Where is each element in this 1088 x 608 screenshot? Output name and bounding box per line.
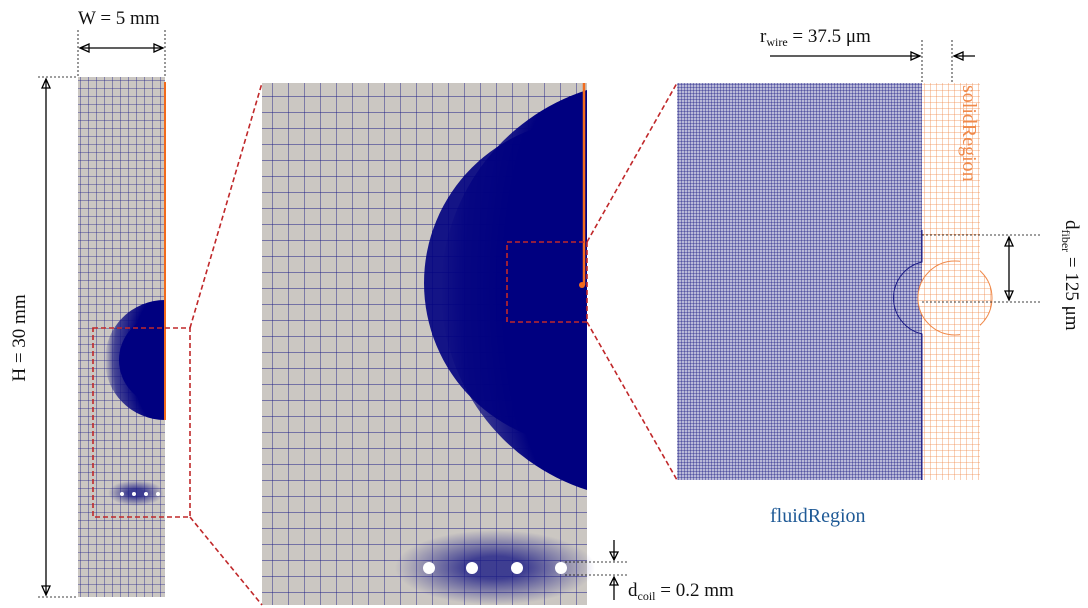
d-fiber-label: dfiber = 125 μm (1059, 220, 1082, 331)
value: = 0.2 mm (656, 580, 734, 601)
subscript: coil (638, 589, 657, 603)
value: = 125 μm (1061, 252, 1082, 331)
subscript: wire (766, 35, 787, 49)
zoom-panel (262, 83, 595, 605)
symbol: d (1061, 220, 1082, 230)
solid-region-label: solidRegion (958, 85, 980, 182)
fluid-region-label: fluidRegion (770, 505, 866, 527)
d-coil-label: dcoil = 0.2 mm (628, 580, 734, 603)
subscript: fiber (1059, 230, 1073, 253)
mesh-figure: W = 5 mm H = 30 mm rwire = 37.5 μm solid… (0, 0, 1088, 608)
detail-panel (677, 83, 992, 480)
full-domain (78, 77, 190, 597)
height-label: H = 30 mm (9, 294, 30, 381)
value: = 37.5 μm (788, 26, 871, 47)
symbol: d (628, 580, 638, 601)
r-wire-label: rwire = 37.5 μm (760, 26, 871, 49)
width-label: W = 5 mm (78, 8, 160, 29)
